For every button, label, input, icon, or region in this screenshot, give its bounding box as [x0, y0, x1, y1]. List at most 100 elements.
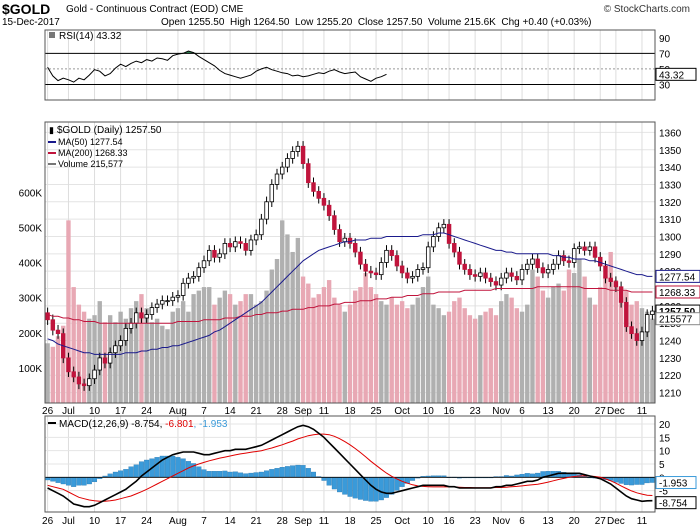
rsi-y-tick: 90	[659, 34, 671, 45]
x-tick-label: Dec	[607, 406, 625, 417]
volume-bar	[118, 311, 123, 403]
candle	[498, 272, 504, 291]
x-tick-label: 27	[595, 406, 607, 417]
price-y-tick: 1230	[659, 354, 682, 365]
macd-histogram-bar	[623, 477, 629, 485]
macd-histogram-bar	[300, 465, 306, 478]
candle-body	[248, 239, 254, 251]
candle-body	[613, 281, 619, 288]
x-tick-label: Nov	[492, 516, 510, 527]
macd-histogram-bar	[180, 458, 186, 478]
candle-body	[399, 265, 405, 274]
volume-bar	[180, 301, 186, 403]
price-y-tick: 1290	[659, 250, 682, 261]
volume-bar	[113, 322, 118, 403]
x-tick-label: 6	[519, 406, 525, 417]
macd-histogram-bar	[81, 477, 87, 486]
volume-bar	[472, 318, 478, 403]
candle-body	[264, 201, 269, 220]
candle-body	[71, 371, 76, 378]
candle	[222, 238, 228, 260]
price-y-tick: 1220	[659, 371, 682, 382]
candle-body	[493, 281, 499, 286]
candle	[441, 219, 447, 234]
candle	[525, 259, 530, 275]
candle-body	[160, 300, 165, 305]
x-tick-label: 7	[201, 406, 207, 417]
candle-body	[118, 340, 123, 347]
macd-histogram-bar	[107, 473, 113, 478]
volume-bar	[87, 318, 92, 403]
macd-histogram-bar	[71, 477, 77, 487]
candle-body	[217, 253, 222, 258]
candle	[644, 309, 650, 338]
candle-body	[358, 251, 363, 265]
candle	[175, 290, 181, 303]
candle-body	[311, 182, 316, 192]
candle-body	[624, 301, 629, 328]
macd-histogram-bar	[529, 473, 535, 478]
macd-histogram-bar	[217, 471, 223, 478]
candle-body	[134, 312, 139, 324]
macd-histogram-bar	[86, 477, 92, 485]
x-tick-label: 18	[344, 516, 356, 527]
candle	[384, 245, 389, 268]
candle-body	[207, 249, 212, 262]
stockcharts-credit[interactable]: © StockCharts.com	[603, 4, 690, 15]
volume-bar	[154, 318, 160, 403]
macd-histogram-bar	[311, 471, 317, 478]
volume-bar	[316, 294, 321, 403]
candle-body	[87, 378, 92, 387]
volume-bar	[577, 258, 582, 403]
candle-body	[457, 251, 462, 265]
x-tick-label: 26	[42, 516, 54, 527]
volume-bar	[650, 318, 655, 403]
volume-bar	[545, 297, 551, 403]
macd-legend: MACD(12,26,9) -8.754, -6.801, -1.953	[59, 419, 228, 430]
candle	[535, 253, 540, 273]
quote-date: 15-Dec-2017	[2, 17, 60, 28]
close-value: 1257.50	[386, 17, 423, 28]
candle	[571, 243, 577, 268]
macd-histogram-bar	[352, 477, 358, 499]
volume-bar	[165, 329, 170, 403]
volume-y-tick: 600K	[19, 188, 43, 199]
candle	[207, 245, 212, 266]
volume-bar	[358, 287, 363, 403]
macd-histogram-bar	[639, 477, 645, 485]
candle-body	[154, 303, 160, 308]
candle-body	[639, 331, 645, 341]
macd-histogram-bar	[55, 477, 61, 483]
ma50-line	[47, 232, 653, 355]
macd-histogram-bar	[634, 477, 640, 485]
x-tick-label: 16	[443, 406, 455, 417]
x-tick-label: 6	[519, 516, 525, 527]
macd-histogram-bar	[253, 472, 259, 478]
x-tick-label: 14	[225, 516, 237, 527]
volume-bar	[300, 276, 306, 403]
volume-y-tick: 300K	[19, 294, 43, 305]
volume-bar	[587, 297, 593, 403]
candle-body	[165, 300, 170, 303]
macd-histogram-bar	[305, 468, 311, 478]
volume-bar	[446, 311, 452, 403]
candle	[144, 309, 149, 324]
volume-bar	[373, 294, 379, 403]
candle-body	[436, 227, 441, 237]
candle-body	[472, 274, 478, 277]
ma200-value-label: 1268.33	[659, 288, 696, 299]
volume-bar	[483, 311, 488, 403]
candle	[139, 307, 144, 324]
x-tick-label: Oct	[394, 406, 410, 417]
candle-body	[279, 166, 285, 175]
volume-bar	[332, 297, 337, 403]
candle	[316, 186, 321, 204]
candle-body	[410, 275, 415, 279]
x-tick-label: 10	[423, 516, 435, 527]
candle	[410, 271, 415, 284]
volume-bar	[556, 283, 561, 403]
volume-bar	[280, 220, 285, 403]
macd-histogram-bar	[65, 477, 71, 486]
volume-bar	[493, 315, 499, 403]
